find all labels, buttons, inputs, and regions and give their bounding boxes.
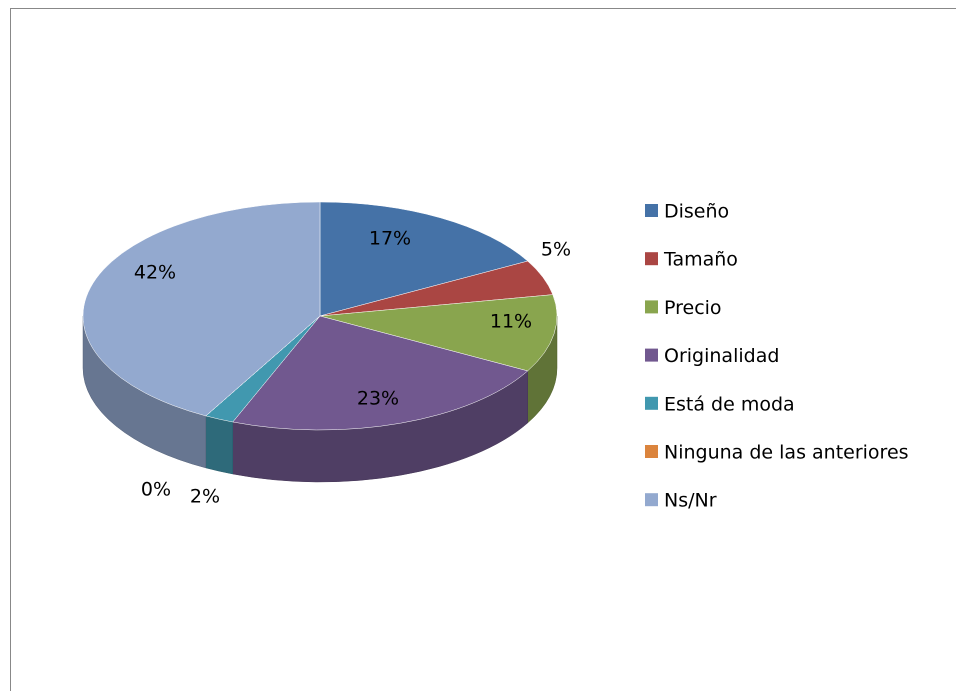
slice bbox=[82, 201, 321, 417]
slice-side bbox=[205, 415, 234, 475]
legend-label: Ninguna de las anteriores bbox=[664, 442, 909, 464]
slice bbox=[319, 294, 558, 372]
legend-swatch bbox=[645, 204, 658, 217]
legend-label: Ns/Nr bbox=[664, 490, 717, 512]
legend-label: Tamaño bbox=[663, 249, 738, 271]
legend-swatch bbox=[645, 252, 658, 266]
legend-swatch bbox=[645, 348, 658, 362]
data-label: 23% bbox=[357, 388, 399, 410]
data-label: 2% bbox=[190, 486, 220, 508]
data-label: 17% bbox=[369, 228, 411, 250]
legend-label: Originalidad bbox=[664, 345, 779, 367]
legend-swatch bbox=[645, 445, 658, 458]
slice bbox=[232, 315, 529, 431]
legend-label: Diseño bbox=[664, 201, 729, 223]
legend-swatch bbox=[645, 396, 658, 410]
data-label: 11% bbox=[490, 311, 532, 333]
legend-label: Precio bbox=[664, 297, 722, 319]
legend-swatch bbox=[645, 300, 658, 314]
data-label: 5% bbox=[541, 239, 571, 261]
data-label: 0% bbox=[141, 479, 171, 501]
data-label: 42% bbox=[134, 262, 176, 284]
legend-label: Está de moda bbox=[664, 393, 795, 415]
slice bbox=[319, 201, 529, 317]
legend-swatch bbox=[645, 493, 658, 507]
